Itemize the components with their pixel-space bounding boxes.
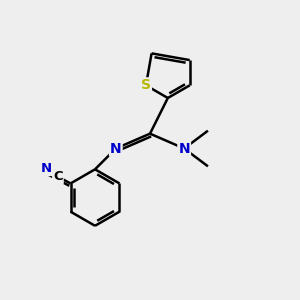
Text: N: N — [110, 142, 122, 155]
Text: N: N — [178, 142, 190, 155]
Text: N: N — [41, 162, 52, 175]
Text: C: C — [53, 170, 63, 183]
Text: S: S — [141, 78, 151, 92]
